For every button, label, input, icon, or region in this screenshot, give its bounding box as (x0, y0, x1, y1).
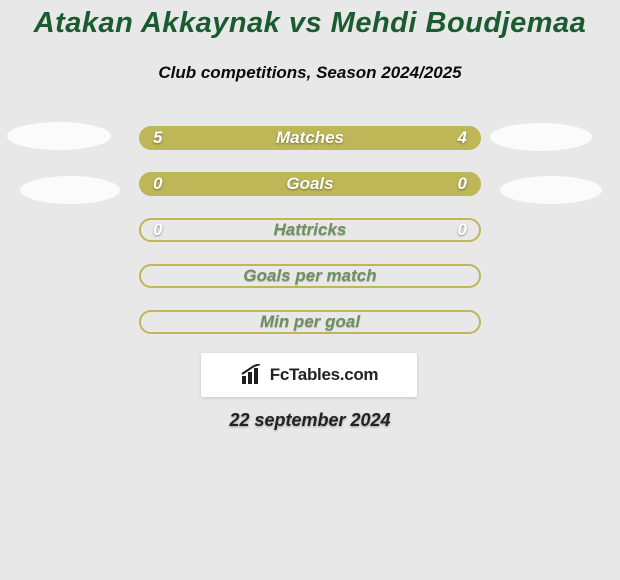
stat-bar-label: Hattricks (141, 220, 479, 240)
stat-bar-matches: Matches5 4 (139, 126, 481, 150)
stat-bar-goals-per-match: Goals per match (139, 264, 481, 288)
stat-value-right: 0 (458, 220, 467, 240)
fctables-logo: FcTables.com (201, 353, 417, 397)
stat-value-left: 5 (153, 128, 162, 148)
decor-ellipse-left-mid (20, 176, 120, 204)
decor-ellipse-right-mid (500, 176, 602, 204)
logo-text: FcTables.com (270, 365, 379, 385)
stat-bar-label: Goals (141, 174, 479, 194)
stat-bar-label: Min per goal (141, 312, 479, 332)
page-subtitle: Club competitions, Season 2024/2025 (0, 63, 620, 83)
stat-bar-label: Matches (141, 128, 479, 148)
stat-bar-hattricks: Hattricks0 0 (139, 218, 481, 242)
stat-bar-goals: Goals0 0 (139, 172, 481, 196)
stat-value-left: 0 (153, 220, 162, 240)
stat-bar-min-per-goal: Min per goal (139, 310, 481, 334)
stat-value-right: 4 (458, 128, 467, 148)
stat-value-right: 0 (458, 174, 467, 194)
stat-comparison-card: Atakan Akkaynak vs Mehdi Boudjemaa Club … (0, 0, 620, 580)
date-label: 22 september 2024 (0, 410, 620, 431)
stat-bar-label: Goals per match (141, 266, 479, 286)
decor-ellipse-left-top (7, 122, 111, 150)
decor-ellipse-right-top (490, 123, 592, 151)
page-title: Atakan Akkaynak vs Mehdi Boudjemaa (0, 7, 620, 40)
stat-value-left: 0 (153, 174, 162, 194)
bar-chart-icon (240, 364, 266, 386)
